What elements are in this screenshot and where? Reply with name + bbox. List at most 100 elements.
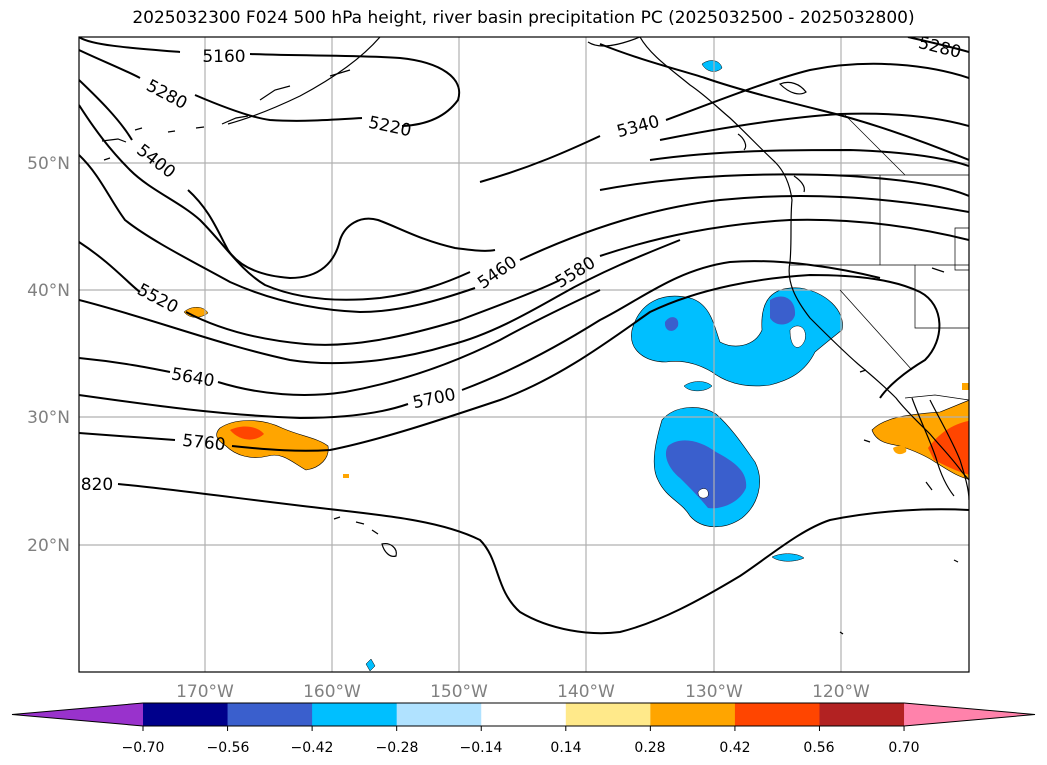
height-contour xyxy=(519,195,969,261)
precip-shading-orange-small-b xyxy=(343,474,349,478)
colorbar-tick-label: −0.56 xyxy=(207,740,250,756)
lon-label: 160°W xyxy=(303,682,361,702)
lon-label: 170°W xyxy=(176,682,234,702)
island xyxy=(221,115,249,125)
height-contour xyxy=(79,432,176,441)
height-contour xyxy=(649,148,969,167)
island xyxy=(953,559,959,563)
colorbar-segment xyxy=(819,703,905,726)
lon-label: 130°W xyxy=(685,682,743,702)
island xyxy=(859,369,867,373)
height-contour xyxy=(217,289,601,396)
precip-shading-small-b xyxy=(771,553,805,562)
height-contour xyxy=(907,37,969,53)
lat-label: 30°N xyxy=(27,408,70,428)
height-contour xyxy=(79,49,141,79)
height-contour xyxy=(659,112,969,141)
height-contour xyxy=(249,53,461,127)
precip-shading-orange-small-d xyxy=(962,383,969,390)
precip-shading-core-central xyxy=(665,440,747,509)
height-contour xyxy=(79,239,681,365)
island xyxy=(195,126,205,129)
height-contour xyxy=(479,135,601,183)
lon-label: 140°W xyxy=(557,682,615,702)
height-contour xyxy=(461,260,881,391)
precip-shading-core-north xyxy=(770,296,796,325)
colorbar-segment xyxy=(312,703,398,726)
colorbar-extend-low xyxy=(12,703,143,726)
island xyxy=(103,157,111,161)
island xyxy=(863,439,871,443)
precip-shading-orange-small-c xyxy=(893,445,907,455)
lon-label: 120°W xyxy=(812,682,870,702)
colorbar-tick-label: 0.42 xyxy=(719,740,750,756)
colorbar-segment xyxy=(734,703,820,726)
height-contour xyxy=(194,94,363,122)
height-contour xyxy=(599,43,969,161)
height-contour xyxy=(599,173,969,197)
precip-shading-hole-a xyxy=(789,325,806,348)
islands xyxy=(101,69,959,635)
precip-shading-small-c xyxy=(701,60,723,72)
colorbar-tick-label: 0.14 xyxy=(550,740,581,756)
island xyxy=(333,516,341,520)
island xyxy=(355,521,365,525)
lat-label: 40°N xyxy=(27,281,70,301)
political-border xyxy=(954,227,969,271)
island xyxy=(931,267,945,273)
colorbar-tick-label: −0.42 xyxy=(291,740,334,756)
height-contour xyxy=(79,37,181,53)
height-contour xyxy=(79,79,133,141)
height-contour xyxy=(665,62,969,121)
contour-label: 5160 xyxy=(202,47,245,67)
precip-shading-core-west xyxy=(664,317,679,331)
colorbar-tick-label: −0.70 xyxy=(122,740,165,756)
height-contour xyxy=(79,104,471,301)
island xyxy=(329,69,351,77)
colorbar-tick-label: −0.14 xyxy=(460,740,503,756)
height-contour xyxy=(79,394,409,420)
colorbar-extend-high xyxy=(904,703,1035,726)
island xyxy=(167,130,176,133)
colorbar xyxy=(11,702,1036,731)
height-contour xyxy=(79,357,171,373)
lat-label: 50°N xyxy=(27,154,70,174)
map-title: 2025032300 F024 500 hPa height, river ba… xyxy=(132,8,915,28)
colorbar-segment xyxy=(565,703,651,726)
gulf-coastline xyxy=(929,399,969,501)
island xyxy=(259,85,291,101)
map-frame xyxy=(78,36,970,673)
height-contour xyxy=(79,154,476,314)
lat-label: 20°N xyxy=(27,536,70,556)
colorbar-segment xyxy=(650,703,736,726)
latitude-labels: 50°N 40°N 30°N 20°N xyxy=(27,154,70,556)
precip-shading-hole-b xyxy=(697,488,709,499)
island xyxy=(737,133,747,151)
political-border xyxy=(839,289,913,371)
island xyxy=(134,127,143,131)
colorbar-segment xyxy=(396,703,482,726)
island xyxy=(371,529,379,535)
colorbar-segment xyxy=(481,703,567,726)
height-contours xyxy=(79,37,969,635)
baja-coastline xyxy=(911,397,955,497)
longitude-labels: 170°W 160°W 150°W 140°W 130°W 120°W xyxy=(176,682,870,702)
political-border xyxy=(904,394,969,401)
height-contour xyxy=(117,483,969,635)
contour-label: 5760 xyxy=(181,431,226,455)
precip-shading-east-red xyxy=(928,420,969,475)
island xyxy=(839,631,844,635)
gridlines xyxy=(79,37,969,672)
height-contour xyxy=(599,218,969,257)
colorbar-segment xyxy=(143,703,229,726)
precip-negative-shading xyxy=(365,60,843,672)
lon-label: 150°W xyxy=(430,682,488,702)
height-contour xyxy=(79,241,141,293)
colorbar-tick-label: 0.56 xyxy=(803,740,834,756)
political-border xyxy=(844,114,906,176)
hawaii-island xyxy=(381,543,397,557)
colorbar-tick-label: 0.28 xyxy=(634,740,665,756)
precip-shading-small-d xyxy=(365,658,376,672)
contour-label: 820 xyxy=(81,475,113,495)
